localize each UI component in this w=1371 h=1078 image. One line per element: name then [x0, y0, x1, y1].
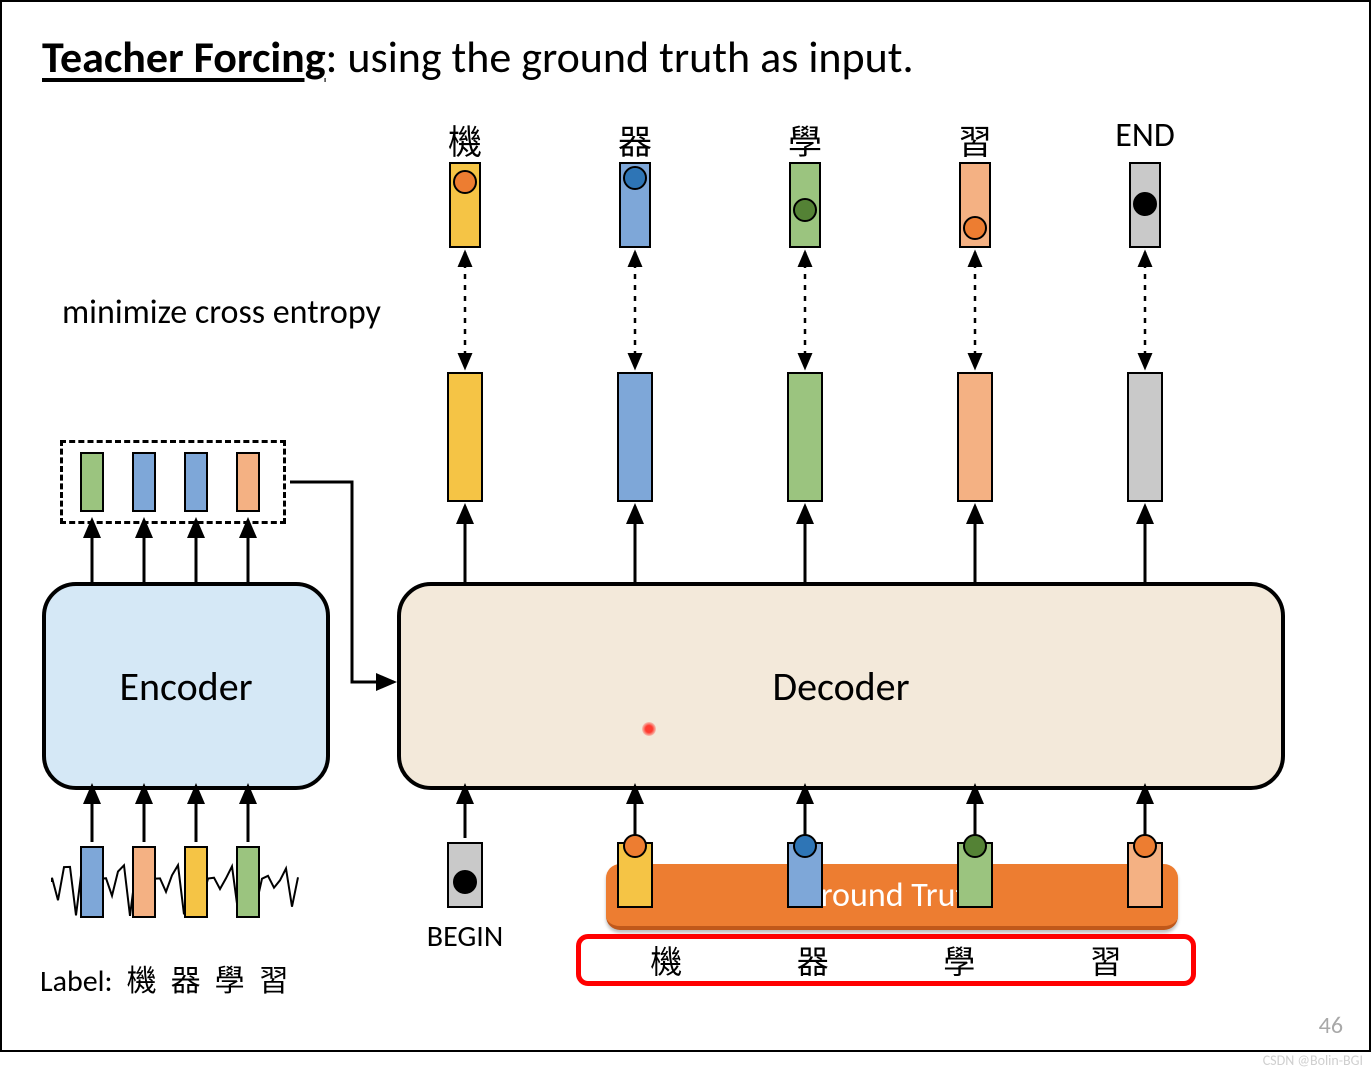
encoder-input-block — [236, 846, 260, 918]
logits-block — [1127, 372, 1163, 502]
encoder-input-block — [132, 846, 156, 918]
encoder-box: Encoder — [42, 582, 330, 790]
output-label: 器 — [618, 115, 652, 164]
output-dot-icon — [453, 170, 477, 194]
logits-block — [957, 372, 993, 502]
decoder-input-dot-icon — [453, 870, 477, 894]
encoder-input-block — [184, 846, 208, 918]
ground-truth-char: 習 — [1090, 937, 1122, 983]
title-bold: Teacher Forcing — [42, 30, 326, 84]
label-char: 習 — [259, 956, 289, 1000]
encoder-feature-block — [236, 452, 260, 512]
decoder-input-dot-icon — [793, 834, 817, 858]
output-label: END — [1115, 115, 1174, 156]
title-rest: : using the ground truth as input. — [326, 30, 914, 84]
encoder-label: Encoder — [119, 662, 252, 711]
encoder-input-block — [80, 846, 104, 918]
ground-truth-char: 學 — [943, 937, 975, 983]
label-prefix: Label: — [40, 963, 113, 1000]
decoder-input-dot-icon — [1133, 834, 1157, 858]
output-dot-icon — [1133, 192, 1157, 216]
laser-pointer-dot-icon — [642, 722, 656, 736]
cross-entropy-label: minimize cross entropy — [62, 292, 381, 333]
decoder-box: Decoder — [397, 582, 1285, 790]
output-dot-icon — [793, 198, 817, 222]
output-label: 學 — [788, 115, 822, 164]
page-number: 46 — [1319, 1011, 1343, 1040]
decoder-label: Decoder — [772, 662, 909, 711]
ground-truth-char: 機 — [650, 937, 682, 983]
label-char: 學 — [215, 956, 245, 1000]
logits-block — [787, 372, 823, 502]
label-char: 器 — [171, 956, 201, 1000]
slide-stage: Teacher Forcing: using the ground truth … — [0, 0, 1371, 1052]
watermark: CSDN @Bolin-BGI — [1263, 1052, 1363, 1078]
ground-truth-char: 器 — [797, 937, 829, 983]
output-dot-icon — [623, 166, 647, 190]
output-label: 機 — [448, 115, 482, 164]
decoder-input-dot-icon — [623, 834, 647, 858]
decoder-input-dot-icon — [963, 834, 987, 858]
output-label: 習 — [958, 115, 992, 164]
label-row: Label: 機器學習 — [40, 956, 289, 1000]
logits-block — [617, 372, 653, 502]
encoder-feature-block — [80, 452, 104, 512]
ground-truth-chars-box: 機器學習 — [576, 934, 1196, 986]
encoder-feature-block — [184, 452, 208, 512]
logits-block — [447, 372, 483, 502]
output-dot-icon — [963, 216, 987, 240]
begin-label: BEGIN — [427, 918, 503, 955]
slide-title: Teacher Forcing: using the ground truth … — [42, 30, 914, 84]
encoder-feature-block — [132, 452, 156, 512]
ground-truth-banner: Ground Truth — [606, 864, 1178, 930]
label-char: 機 — [127, 956, 157, 1000]
